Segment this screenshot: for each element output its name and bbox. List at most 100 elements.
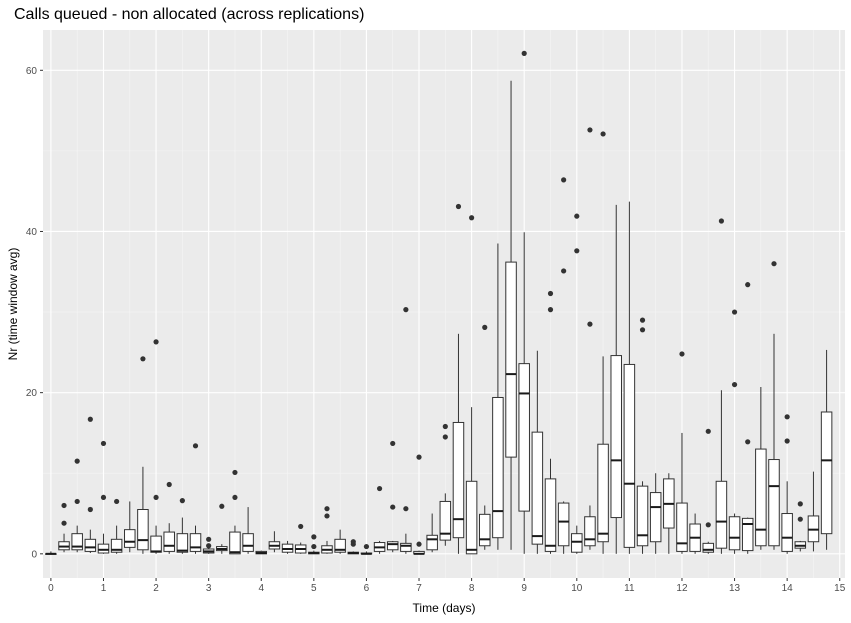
outlier-point (363, 543, 370, 550)
outlier-point (442, 423, 448, 430)
outlier-point (311, 543, 317, 550)
y-axis-title: Nr (time window avg) (6, 248, 20, 361)
box-group (163, 481, 175, 554)
box-group (413, 454, 425, 555)
box-group (334, 529, 346, 554)
box-group (505, 80, 517, 550)
box-body (334, 538, 346, 553)
outlier-point (61, 502, 67, 509)
box-group (321, 506, 333, 554)
x-tick-label: 12 (676, 583, 688, 594)
box-body (715, 480, 728, 549)
box-body (124, 529, 136, 548)
outlier-point (311, 534, 317, 540)
y-tick-label: 60 (26, 66, 38, 77)
box-group (597, 131, 609, 554)
outlier-point (114, 498, 120, 505)
box-group (557, 177, 570, 554)
x-tick-label: 9 (521, 583, 527, 594)
box-group (584, 127, 596, 550)
outlier-point (390, 504, 396, 510)
box-group (452, 203, 465, 554)
outlier-point (61, 520, 67, 526)
box-body (400, 542, 412, 552)
box-group (794, 501, 807, 552)
outlier-point (705, 428, 711, 434)
outlier-point (350, 539, 356, 545)
outlier-point (140, 356, 146, 362)
outlier-point (718, 218, 725, 224)
outlier-point (324, 513, 330, 519)
box-group (400, 307, 412, 554)
outlier-point (469, 215, 475, 221)
outlier-point (600, 131, 606, 137)
box-group (45, 551, 57, 555)
plot-panel (43, 30, 845, 578)
box-group (97, 440, 110, 554)
box-body (676, 502, 688, 552)
y-tick-label: 40 (26, 227, 38, 238)
box-group (728, 309, 741, 554)
box-group (531, 350, 544, 554)
box-group (768, 261, 780, 550)
box-body (386, 541, 399, 551)
box-body (531, 431, 544, 545)
box-group (781, 414, 793, 554)
box-body (557, 502, 570, 547)
box-body (110, 538, 123, 553)
boxes (45, 50, 833, 555)
box-group (124, 501, 136, 553)
outlier-point (219, 503, 225, 509)
x-tick-label: 0 (48, 583, 54, 594)
x-tick-label: 1 (101, 583, 107, 594)
box-body (820, 411, 833, 535)
outlier-point (521, 50, 527, 56)
box-body (176, 533, 189, 553)
outlier-point (639, 327, 646, 333)
outlier-point (298, 523, 304, 530)
outlier-point (784, 414, 790, 420)
y-tick-label: 20 (26, 388, 38, 399)
box-body (741, 517, 754, 552)
outlier-point (206, 536, 212, 542)
box-group (571, 213, 583, 554)
box-group (294, 523, 307, 554)
box-body (597, 443, 609, 543)
box-group (478, 324, 491, 550)
box-group (715, 218, 728, 554)
x-tick-label: 14 (782, 583, 794, 594)
box-group (110, 498, 123, 554)
box-group (610, 204, 622, 554)
box-body (465, 480, 478, 555)
box-group (150, 339, 162, 554)
x-tick-label: 3 (206, 583, 212, 594)
box-group (308, 534, 320, 555)
outlier-point (745, 282, 751, 288)
outlier-point (87, 416, 93, 422)
box-group (58, 502, 70, 553)
box-group (649, 473, 662, 554)
outlier-point (192, 443, 199, 449)
outlier-point (784, 438, 790, 444)
outlier-point (574, 213, 580, 219)
box-group (741, 282, 754, 554)
box-body (426, 534, 438, 551)
outlier-point (679, 351, 685, 357)
box-group (281, 540, 294, 554)
outlier-point (87, 506, 93, 513)
outlier-point (179, 498, 185, 504)
box-group (623, 201, 636, 554)
box-group (386, 440, 399, 553)
outlier-point (587, 127, 593, 133)
box-group (137, 356, 149, 554)
box-group (216, 503, 228, 554)
box-body (768, 459, 780, 547)
box-body (150, 535, 162, 553)
box-body (242, 533, 254, 552)
box-group (492, 243, 504, 550)
outlier-point (561, 177, 567, 183)
x-tick-label: 2 (153, 583, 159, 594)
box-body (518, 363, 530, 512)
box-group (255, 550, 268, 555)
